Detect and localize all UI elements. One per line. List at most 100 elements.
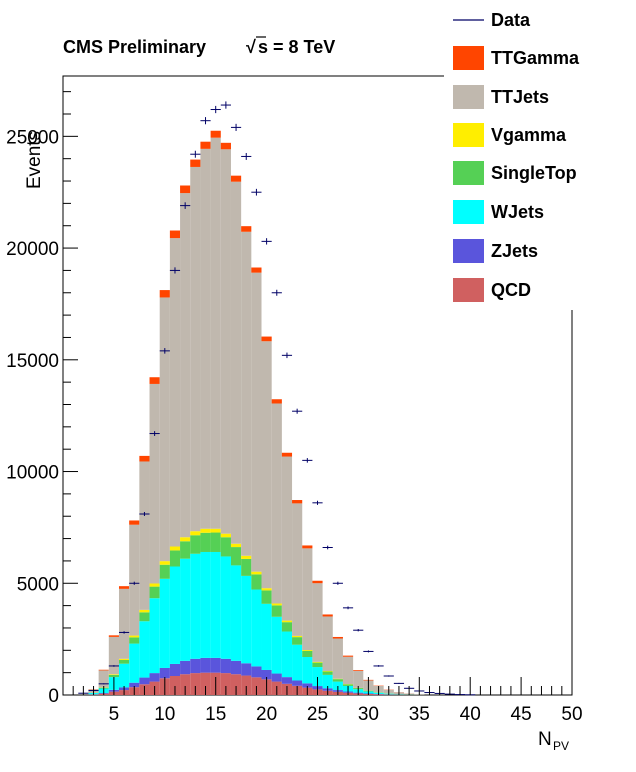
legend-label-qcd: QCD	[491, 280, 531, 300]
legend-label-ttgamma: TTGamma	[491, 48, 580, 68]
bar-wjets-10	[159, 578, 170, 668]
data-point-16	[220, 101, 231, 109]
legend: Data TTGamma TTJets Vgamma SingleTop WJets ZJe…	[444, 0, 636, 310]
bar-ttjets-22	[281, 456, 293, 621]
bar-ttjets-21	[271, 403, 282, 604]
bar-wjets-8	[139, 621, 150, 678]
bar-singletop-25	[312, 662, 323, 668]
bar-ttjets-10	[159, 297, 170, 562]
bar-ttjets-12	[180, 193, 191, 538]
bar-singletop-22	[281, 622, 293, 632]
stacked-bars	[88, 130, 425, 695]
data-point-31	[373, 665, 384, 667]
bar-qcd-16	[220, 673, 231, 695]
bar-vgamma-26	[322, 670, 333, 672]
bar-vgamma-9	[149, 583, 160, 587]
bar-zjets-22	[281, 677, 293, 684]
bar-zjets-15	[210, 657, 221, 673]
bar-wjets-16	[220, 556, 231, 659]
data-point-27	[332, 581, 343, 585]
bar-vgamma-21	[271, 603, 282, 606]
bar-ttjets-15	[210, 137, 221, 529]
bar-wjets-17	[230, 565, 242, 661]
data-point-14	[200, 117, 211, 125]
bar-zjets-19	[251, 666, 262, 678]
bar-vgamma-12	[180, 537, 191, 542]
data-point-6	[118, 631, 130, 634]
bar-vgamma-7	[129, 635, 140, 638]
bar-ttgamma-6	[118, 586, 130, 589]
legend-entry-ttjets: TTJets	[453, 85, 549, 109]
bar-wjets-6	[118, 663, 130, 688]
bar-vgamma-6	[118, 658, 130, 660]
bar-vgamma-13	[190, 531, 201, 536]
bar-ttjets-24	[302, 548, 313, 651]
bar-singletop-20	[261, 590, 272, 604]
legend-label-zjets: ZJets	[491, 241, 538, 261]
x-tick-label-25: 25	[307, 704, 328, 725]
bar-ttjets-5	[108, 636, 119, 675]
bar-ttjets-13	[190, 166, 201, 532]
bar-vgamma-18	[241, 555, 252, 559]
bar-ttgamma-28	[342, 655, 354, 657]
bar-wjets-9	[149, 598, 160, 674]
bar-wjets-14	[200, 551, 211, 658]
sqrt-symbol: √	[246, 37, 256, 57]
bar-zjets-23	[292, 680, 303, 686]
legend-label-ttjets: TTJets	[491, 87, 549, 107]
x-tick-label-15: 15	[205, 704, 226, 725]
bar-singletop-17	[230, 547, 242, 566]
bar-ttjets-16	[220, 149, 231, 534]
bar-ttgamma-12	[180, 185, 191, 194]
data-point-10	[159, 348, 170, 354]
bar-ttgamma-21	[271, 399, 282, 404]
bar-ttjets-23	[292, 503, 303, 636]
bar-wjets-18	[241, 575, 252, 664]
bar-ttjets-8	[139, 461, 150, 610]
bar-ttgamma-4	[98, 669, 109, 671]
data-point-18	[241, 152, 252, 160]
legend-label-wjets: WJets	[491, 202, 544, 222]
data-point-30	[363, 650, 374, 653]
bar-singletop-21	[271, 605, 282, 617]
bar-wjets-23	[292, 644, 303, 681]
bar-ttgamma-20	[261, 336, 272, 342]
bar-vgamma-20	[261, 588, 272, 591]
y-tick-label-5000: 5000	[17, 574, 59, 595]
bar-wjets-27	[332, 681, 343, 691]
legend-entry-ttgamma: TTGamma	[453, 46, 580, 70]
bar-singletop-28	[342, 684, 354, 686]
legend-swatch-qcd	[453, 278, 484, 302]
bar-ttjets-4	[98, 670, 109, 688]
bar-ttjets-27	[332, 638, 343, 679]
data-point-29	[353, 628, 364, 632]
legend-label-singletop: SingleTop	[491, 163, 577, 183]
data-point-25	[312, 500, 323, 505]
data-point-20	[261, 238, 272, 245]
legend-entry-zjets: ZJets	[453, 239, 538, 263]
data-point-26	[322, 545, 333, 550]
bar-wjets-22	[281, 631, 293, 678]
y-tick-label-0: 0	[48, 686, 59, 707]
bar-vgamma-14	[200, 528, 211, 533]
bar-zjets-8	[139, 677, 150, 685]
bar-singletop-11	[169, 550, 181, 567]
bar-ttjets-7	[129, 524, 140, 636]
legend-swatch-zjets	[453, 239, 484, 263]
x-tick-label-35: 35	[409, 704, 430, 725]
bar-ttgamma-22	[281, 452, 293, 457]
bar-singletop-16	[220, 537, 231, 557]
data-points	[78, 101, 476, 696]
y-tick-label-15000: 15000	[6, 351, 59, 372]
bar-zjets-10	[159, 667, 170, 679]
x-tick-label-50: 50	[561, 704, 582, 725]
bar-wjets-7	[129, 643, 140, 683]
y-tick-label-10000: 10000	[6, 463, 59, 484]
bar-ttgamma-5	[108, 635, 119, 637]
bar-singletop-7	[129, 637, 140, 644]
bar-ttgamma-10	[159, 290, 170, 298]
data-point-9	[149, 431, 160, 436]
bar-ttjets-29	[353, 670, 364, 688]
bar-vgamma-15	[210, 528, 221, 533]
legend-entry-data: Data	[453, 10, 531, 30]
